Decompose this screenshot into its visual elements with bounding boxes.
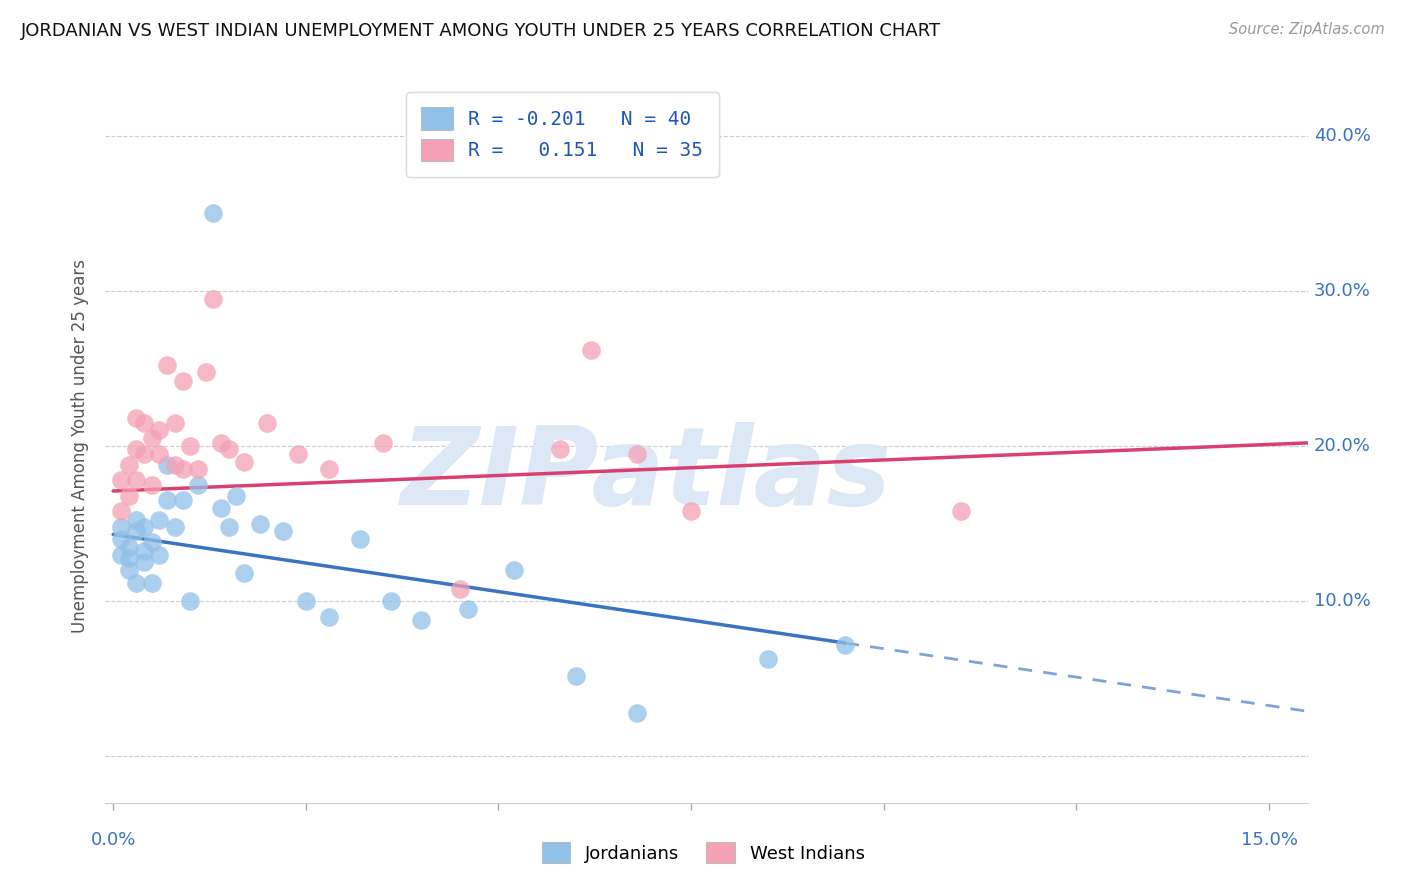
Point bbox=[110, 532, 132, 546]
Point bbox=[148, 424, 170, 438]
Legend: Jordanians, West Indians: Jordanians, West Indians bbox=[529, 830, 877, 876]
Point bbox=[218, 519, 240, 533]
Point bbox=[411, 613, 433, 627]
Point bbox=[125, 473, 148, 487]
Point bbox=[172, 462, 194, 476]
Point bbox=[548, 442, 571, 456]
Point bbox=[449, 582, 471, 596]
Text: 10.0%: 10.0% bbox=[1313, 592, 1371, 610]
Point bbox=[125, 442, 148, 456]
Legend: R = -0.201   N = 40, R =   0.151   N = 35: R = -0.201 N = 40, R = 0.151 N = 35 bbox=[406, 92, 718, 177]
Point bbox=[132, 544, 155, 558]
Point bbox=[125, 524, 148, 539]
Text: ZIPatlas: ZIPatlas bbox=[401, 422, 891, 527]
Point bbox=[457, 602, 479, 616]
Point bbox=[371, 436, 394, 450]
Point bbox=[579, 343, 602, 357]
Point bbox=[132, 555, 155, 569]
Point bbox=[141, 431, 163, 445]
Text: 20.0%: 20.0% bbox=[1313, 437, 1371, 455]
Point bbox=[110, 519, 132, 533]
Point bbox=[117, 458, 139, 472]
Point bbox=[141, 575, 163, 590]
Point bbox=[132, 416, 155, 430]
Point bbox=[194, 365, 217, 379]
Text: 30.0%: 30.0% bbox=[1313, 282, 1371, 300]
Point bbox=[380, 594, 402, 608]
Point bbox=[209, 501, 232, 516]
Text: JORDANIAN VS WEST INDIAN UNEMPLOYMENT AMONG YOUTH UNDER 25 YEARS CORRELATION CHA: JORDANIAN VS WEST INDIAN UNEMPLOYMENT AM… bbox=[21, 22, 941, 40]
Point bbox=[110, 548, 132, 562]
Point bbox=[233, 566, 256, 581]
Point bbox=[141, 477, 163, 491]
Point bbox=[626, 706, 648, 720]
Point bbox=[110, 504, 132, 518]
Point bbox=[202, 206, 225, 220]
Point bbox=[163, 519, 186, 533]
Point bbox=[256, 416, 278, 430]
Point bbox=[249, 516, 271, 531]
Point bbox=[626, 447, 648, 461]
Point bbox=[179, 594, 201, 608]
Y-axis label: Unemployment Among Youth under 25 years: Unemployment Among Youth under 25 years bbox=[72, 259, 90, 633]
Point bbox=[564, 668, 586, 682]
Point bbox=[156, 359, 179, 373]
Point bbox=[156, 458, 179, 472]
Point bbox=[271, 524, 294, 539]
Point bbox=[132, 519, 155, 533]
Point bbox=[156, 493, 179, 508]
Point bbox=[172, 374, 194, 388]
Point bbox=[125, 513, 148, 527]
Point bbox=[756, 651, 779, 665]
Point bbox=[125, 575, 148, 590]
Point bbox=[202, 292, 225, 306]
Point bbox=[225, 489, 247, 503]
Point bbox=[295, 594, 318, 608]
Point bbox=[148, 447, 170, 461]
Point bbox=[141, 535, 163, 549]
Point bbox=[117, 550, 139, 565]
Text: 40.0%: 40.0% bbox=[1313, 127, 1371, 145]
Point bbox=[148, 513, 170, 527]
Point bbox=[125, 411, 148, 425]
Point bbox=[209, 436, 232, 450]
Point bbox=[187, 462, 209, 476]
Point bbox=[148, 548, 170, 562]
Text: Source: ZipAtlas.com: Source: ZipAtlas.com bbox=[1229, 22, 1385, 37]
Point bbox=[681, 504, 703, 518]
Point bbox=[117, 489, 139, 503]
Point bbox=[172, 493, 194, 508]
Point bbox=[233, 454, 256, 468]
Text: 15.0%: 15.0% bbox=[1240, 830, 1298, 848]
Point bbox=[163, 458, 186, 472]
Point bbox=[117, 563, 139, 577]
Point bbox=[117, 540, 139, 554]
Point bbox=[834, 638, 856, 652]
Point bbox=[187, 477, 209, 491]
Point bbox=[318, 462, 340, 476]
Point bbox=[349, 532, 371, 546]
Point bbox=[949, 504, 972, 518]
Text: 0.0%: 0.0% bbox=[90, 830, 136, 848]
Point bbox=[179, 439, 201, 453]
Point bbox=[287, 447, 309, 461]
Point bbox=[502, 563, 524, 577]
Point bbox=[110, 473, 132, 487]
Point bbox=[218, 442, 240, 456]
Point bbox=[318, 609, 340, 624]
Point bbox=[163, 416, 186, 430]
Point bbox=[132, 447, 155, 461]
